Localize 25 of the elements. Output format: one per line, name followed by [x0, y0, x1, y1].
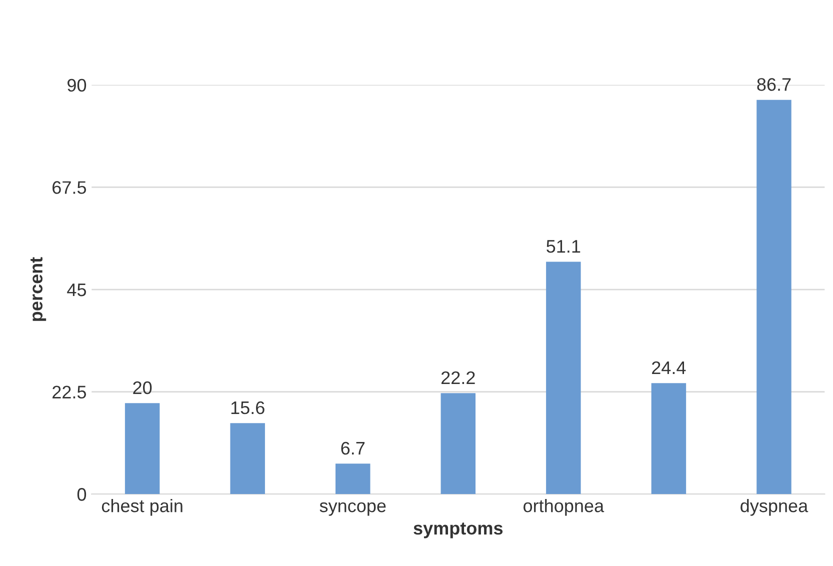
bar	[124, 403, 160, 494]
data-label: 24.4	[652, 361, 686, 374]
data-label: 51.1	[546, 240, 580, 253]
x-tick-label: chest pain	[102, 498, 182, 516]
y-axis-title: percent	[30, 257, 46, 321]
x-tick-label: dyspnea	[740, 498, 808, 516]
x-tick-label: orthopnea	[524, 498, 604, 516]
data-label: 86.7	[757, 78, 791, 91]
bar	[230, 423, 265, 494]
bar	[651, 383, 686, 494]
x-tick-label: syncope	[320, 502, 386, 516]
data-label: 15.6	[231, 401, 264, 414]
data-label: 6.7	[341, 442, 365, 455]
bar	[440, 393, 476, 494]
y-tick-label: 0	[77, 488, 86, 501]
bar	[756, 100, 792, 494]
data-label: 20	[133, 381, 152, 394]
bar	[546, 262, 581, 494]
bar	[336, 464, 370, 494]
x-axis-title: symptoms	[414, 522, 503, 538]
data-label: 22.2	[441, 371, 475, 384]
y-tick-label: 67.5	[52, 181, 86, 194]
y-tick-label: 45	[67, 284, 86, 296]
y-tick-label: 90	[68, 78, 86, 92]
y-tick-label: 22.5	[52, 386, 86, 399]
